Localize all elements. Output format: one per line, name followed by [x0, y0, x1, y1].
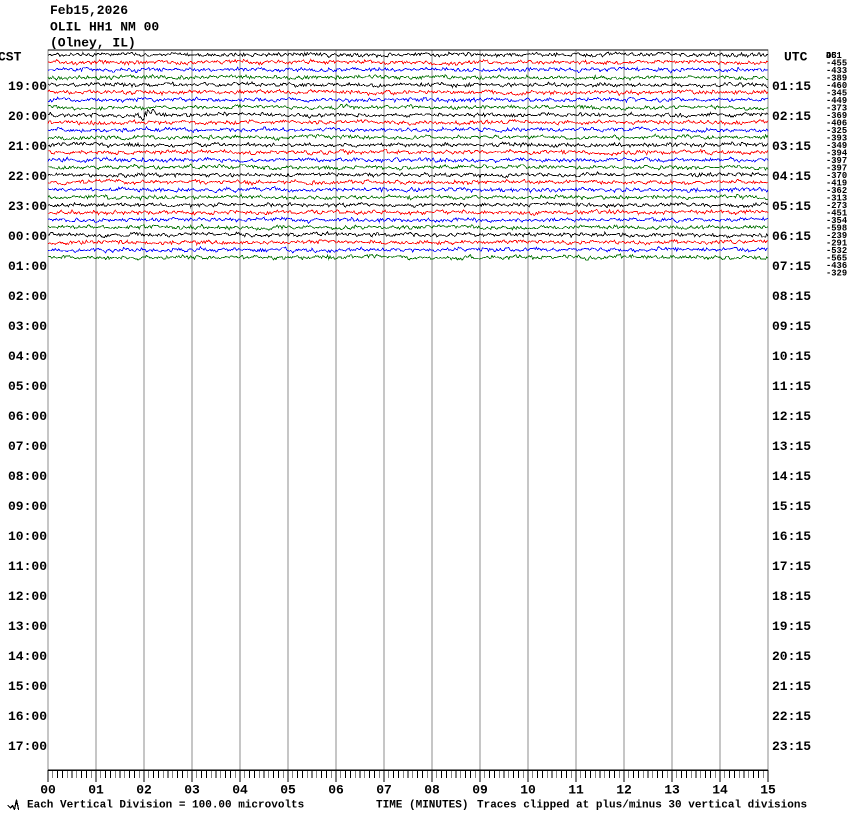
svg-text:00: 00 — [40, 783, 56, 798]
svg-text:08:00: 08:00 — [8, 469, 47, 484]
svg-text:15: 15 — [760, 783, 776, 798]
svg-text:01:15: 01:15 — [772, 79, 811, 94]
svg-text:UTC: UTC — [784, 50, 808, 65]
svg-text:16:00: 16:00 — [8, 709, 47, 724]
svg-text:19:00: 19:00 — [8, 79, 47, 94]
svg-text:15:00: 15:00 — [8, 679, 47, 694]
svg-text:07: 07 — [376, 783, 392, 798]
svg-text:11: 11 — [568, 783, 584, 798]
svg-text:17:00: 17:00 — [8, 739, 47, 754]
svg-text:23:00: 23:00 — [8, 199, 47, 214]
svg-text:02:15: 02:15 — [772, 109, 811, 124]
svg-text:11:15: 11:15 — [772, 379, 811, 394]
svg-text:16:15: 16:15 — [772, 529, 811, 544]
svg-text:(Olney, IL): (Olney, IL) — [50, 36, 136, 51]
svg-text:13:00: 13:00 — [8, 619, 47, 634]
svg-text:14:15: 14:15 — [772, 469, 811, 484]
svg-text:18:15: 18:15 — [772, 589, 811, 604]
svg-text:08: 08 — [424, 783, 440, 798]
svg-text:07:00: 07:00 — [8, 439, 47, 454]
svg-text:13:15: 13:15 — [772, 439, 811, 454]
svg-text:17:15: 17:15 — [772, 559, 811, 574]
svg-text:05:00: 05:00 — [8, 379, 47, 394]
svg-text:10: 10 — [520, 783, 536, 798]
svg-text:06:15: 06:15 — [772, 229, 811, 244]
svg-text:20:15: 20:15 — [772, 649, 811, 664]
svg-text:03:15: 03:15 — [772, 139, 811, 154]
svg-text:23:15: 23:15 — [772, 739, 811, 754]
svg-text:12: 12 — [616, 783, 632, 798]
svg-text:CST: CST — [0, 50, 22, 65]
svg-text:Each Vertical Division = 100.: Each Vertical Division = 100.00 microvol… — [27, 799, 304, 811]
svg-text:05:15: 05:15 — [772, 199, 811, 214]
svg-text:04:00: 04:00 — [8, 349, 47, 364]
svg-text:10:00: 10:00 — [8, 529, 47, 544]
svg-text:Feb15,2026: Feb15,2026 — [50, 3, 128, 18]
svg-text:00:00: 00:00 — [8, 229, 47, 244]
svg-text:06:00: 06:00 — [8, 409, 47, 424]
svg-text:Traces clipped at plus/minus 3: Traces clipped at plus/minus 30 vertical… — [477, 799, 807, 811]
svg-text:22:15: 22:15 — [772, 709, 811, 724]
svg-text:12:00: 12:00 — [8, 589, 47, 604]
svg-text:02: 02 — [136, 783, 152, 798]
svg-text:OLIL HH1 NM 00: OLIL HH1 NM 00 — [50, 19, 159, 34]
svg-text:TIME (MINUTES): TIME (MINUTES) — [376, 799, 468, 811]
svg-text:11:00: 11:00 — [8, 559, 47, 574]
svg-text:01: 01 — [88, 783, 104, 798]
svg-text:10:15: 10:15 — [772, 349, 811, 364]
svg-text:04: 04 — [232, 783, 248, 798]
svg-text:14:00: 14:00 — [8, 649, 47, 664]
svg-text:01:00: 01:00 — [8, 259, 47, 274]
svg-text:-329: -329 — [826, 268, 847, 278]
svg-text:09: 09 — [472, 783, 488, 798]
svg-text:12:15: 12:15 — [772, 409, 811, 424]
svg-text:13: 13 — [664, 783, 680, 798]
svg-text:02:00: 02:00 — [8, 289, 47, 304]
svg-text:15:15: 15:15 — [772, 499, 811, 514]
svg-text:09:00: 09:00 — [8, 499, 47, 514]
svg-text:04:15: 04:15 — [772, 169, 811, 184]
svg-text:14: 14 — [712, 783, 728, 798]
svg-text:DC: DC — [826, 51, 837, 61]
svg-text:20:00: 20:00 — [8, 109, 47, 124]
svg-text:03: 03 — [184, 783, 200, 798]
svg-text:09:15: 09:15 — [772, 319, 811, 334]
svg-text:07:15: 07:15 — [772, 259, 811, 274]
svg-text:08:15: 08:15 — [772, 289, 811, 304]
svg-text:19:15: 19:15 — [772, 619, 811, 634]
svg-text:21:15: 21:15 — [772, 679, 811, 694]
svg-text:22:00: 22:00 — [8, 169, 47, 184]
svg-text:05: 05 — [280, 783, 296, 798]
svg-text:06: 06 — [328, 783, 344, 798]
svg-text:21:00: 21:00 — [8, 139, 47, 154]
svg-text:03:00: 03:00 — [8, 319, 47, 334]
